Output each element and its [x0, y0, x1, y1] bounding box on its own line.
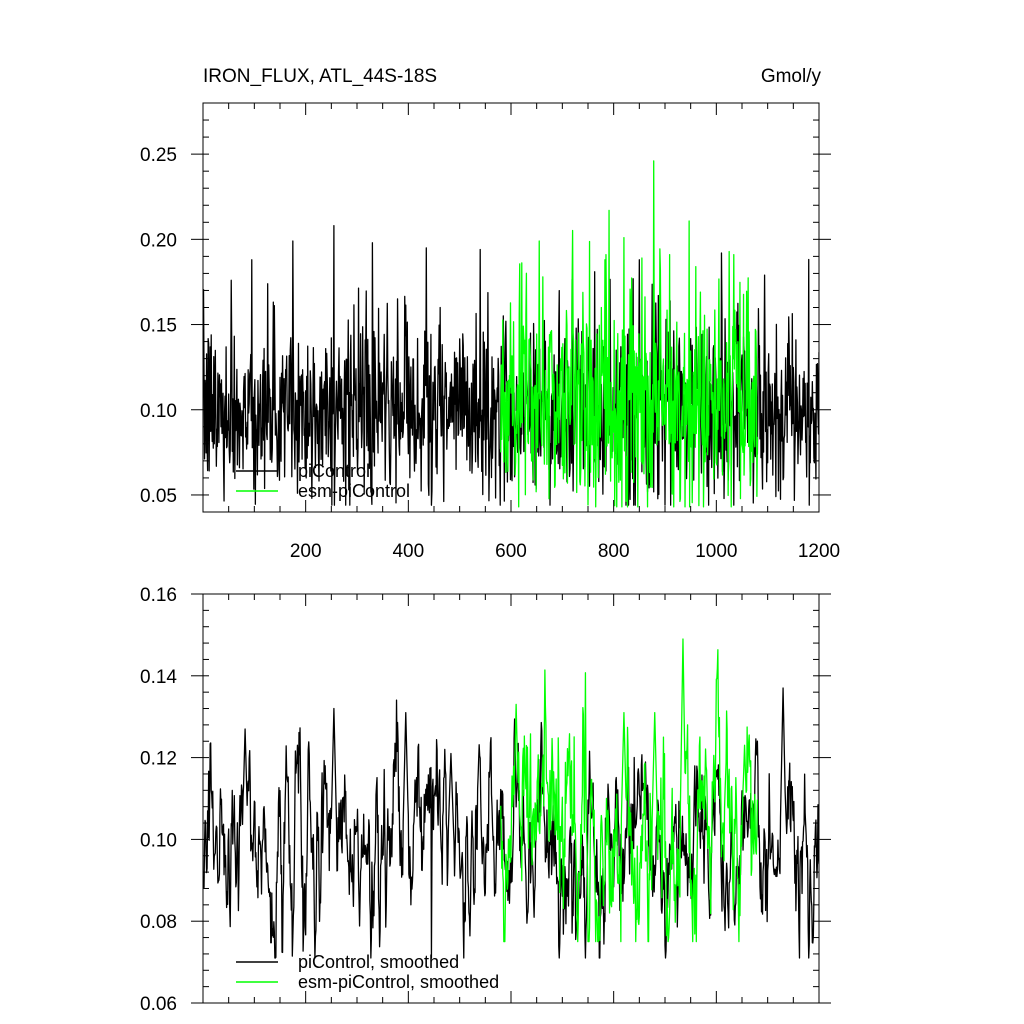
y-tick-label: 0.20: [140, 230, 177, 251]
bottom-series-lines: [203, 638, 819, 959]
panel-title: IRON_FLUX, ATL_44S-18S: [203, 66, 437, 87]
legend-label-picontrol: piControl: [298, 461, 370, 481]
y-tick-label: 0.25: [140, 145, 177, 166]
x-tick-label: 1000: [695, 541, 737, 562]
x-tick-label: 200: [290, 541, 322, 562]
bottom-legend: piControl, smoothed esm-piControl, smoot…: [236, 952, 499, 992]
smoothed-time-series-panel: 0.06 0.08 0.10 0.12 0.14 0.16 piControl, smoo…: [140, 585, 831, 1015]
series-line-esm-picontrol-smoothed: [500, 638, 759, 943]
y-tick-label: 0.14: [140, 667, 177, 688]
y-tick-label: 0.08: [140, 912, 177, 933]
series-line-picontrol: [203, 225, 819, 506]
top-series-lines: [203, 160, 819, 508]
bottom-plot-frame: [202, 593, 820, 1004]
units-label: Gmol/y: [761, 66, 822, 87]
y-tick-label: 0.06: [140, 994, 177, 1015]
x-tick-label: 400: [392, 541, 424, 562]
y-tick-label: 0.10: [140, 830, 177, 851]
bottom-axes: 0.06 0.08 0.10 0.12 0.14 0.16: [140, 585, 831, 1015]
legend-label-esm-picontrol-smoothed: esm-piControl, smoothed: [298, 972, 499, 992]
top-legend: piControl esm-piControl: [236, 461, 410, 501]
x-tick-label: 800: [598, 541, 630, 562]
top-plot-frame: [202, 102, 820, 513]
x-tick-label: 1200: [798, 541, 840, 562]
x-tick-label: 600: [495, 541, 527, 562]
y-tick-label: 0.12: [140, 749, 177, 770]
y-tick-label: 0.15: [140, 316, 177, 337]
top-axes: 200 400 600 800 1000 1200 0.05 0.10 0.15 0.20 0.25: [140, 102, 840, 562]
series-line-esm-picontrol: [500, 160, 759, 508]
y-tick-label: 0.16: [140, 585, 177, 606]
y-tick-label: 0.10: [140, 401, 177, 422]
legend-label-picontrol-smoothed: piControl, smoothed: [298, 952, 459, 972]
raw-time-series-panel: IRON_FLUX, ATL_44S-18S Gmol/y 200 400 600 8…: [140, 66, 840, 562]
y-tick-label: 0.05: [140, 486, 177, 507]
legend-label-esm-picontrol: esm-piControl: [298, 481, 410, 501]
series-line-picontrol-smoothed: [203, 687, 819, 959]
